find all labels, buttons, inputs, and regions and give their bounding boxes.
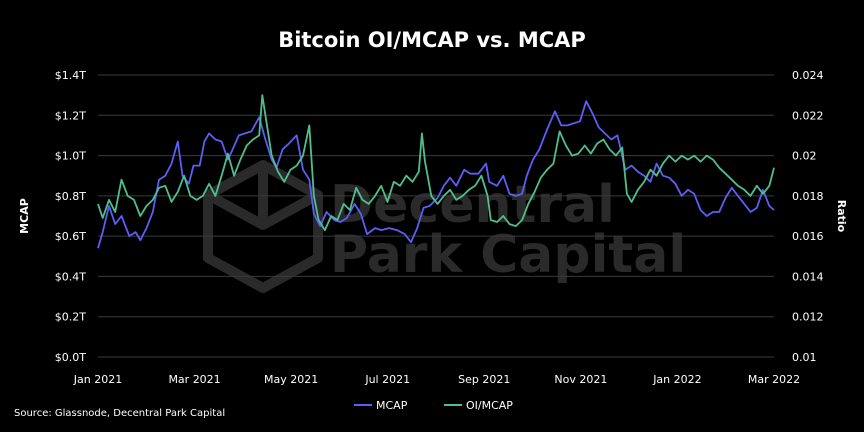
x-tick-label: Nov 2021 xyxy=(554,373,607,386)
y-left-tick-labels: $0.0T $0.2T $0.4T $0.6T $0.8T $1.0T $1.2T $1.4T xyxy=(55,69,86,364)
watermark-text-line1: Decentral xyxy=(330,175,615,235)
x-tick-label: Jan 2021 xyxy=(73,373,122,386)
y-right-tick-label: 0.016 xyxy=(792,230,824,243)
y-right-tick-label: 0.01 xyxy=(792,351,817,364)
watermark-logo: Decentral Park Capital xyxy=(203,160,686,293)
series-line-oi-mcap xyxy=(97,94,775,231)
y-right-tick-label: 0.012 xyxy=(792,311,824,324)
y-right-tick-label: 0.024 xyxy=(792,69,824,82)
x-tick-label: May 2021 xyxy=(264,373,318,386)
legend-label: OI/MCAP xyxy=(466,399,513,412)
legend: MCAP OI/MCAP xyxy=(354,399,513,412)
y-left-tick-label: $0.4T xyxy=(55,270,86,283)
y-left-tick-label: $1.0T xyxy=(55,150,86,163)
x-tick-label: Sep 2021 xyxy=(458,373,510,386)
series-line-mcap xyxy=(97,100,775,249)
chart-title: Bitcoin OI/MCAP vs. MCAP xyxy=(278,28,586,52)
legend-label: MCAP xyxy=(376,399,408,412)
y-right-axis-title: Ratio xyxy=(835,200,848,233)
y-right-tick-label: 0.022 xyxy=(792,109,824,122)
y-right-tick-labels: 0.01 0.012 0.014 0.016 0.018 0.02 0.022 0.024 xyxy=(792,69,824,364)
watermark-cube-icon xyxy=(203,160,323,293)
x-tick-label: Jan 2022 xyxy=(652,373,701,386)
x-tick-label: Mar 2021 xyxy=(168,373,220,386)
y-left-tick-label: $0.6T xyxy=(55,230,86,243)
watermark-text-line2: Park Capital xyxy=(330,225,686,285)
y-right-tick-label: 0.014 xyxy=(792,270,824,283)
x-tick-label: Mar 2022 xyxy=(748,373,800,386)
x-tick-labels: Jan 2021 Mar 2021 May 2021 Jul 2021 Sep 2021… xyxy=(73,373,800,386)
y-left-axis-title: MCAP xyxy=(18,198,31,234)
y-left-tick-label: $1.4T xyxy=(55,69,86,82)
y-left-tick-label: $0.0T xyxy=(55,351,86,364)
y-right-tick-label: 0.018 xyxy=(792,190,824,203)
y-left-tick-label: $1.2T xyxy=(55,109,86,122)
grid-lines xyxy=(98,74,774,358)
y-left-tick-label: $0.2T xyxy=(55,311,86,324)
y-right-tick-label: 0.02 xyxy=(792,150,817,163)
y-left-tick-label: $0.8T xyxy=(55,190,86,203)
series-lines xyxy=(97,94,775,249)
source-note: Source: Glassnode, Decentral Park Capita… xyxy=(14,408,225,419)
x-tick-label: Jul 2021 xyxy=(364,373,410,386)
